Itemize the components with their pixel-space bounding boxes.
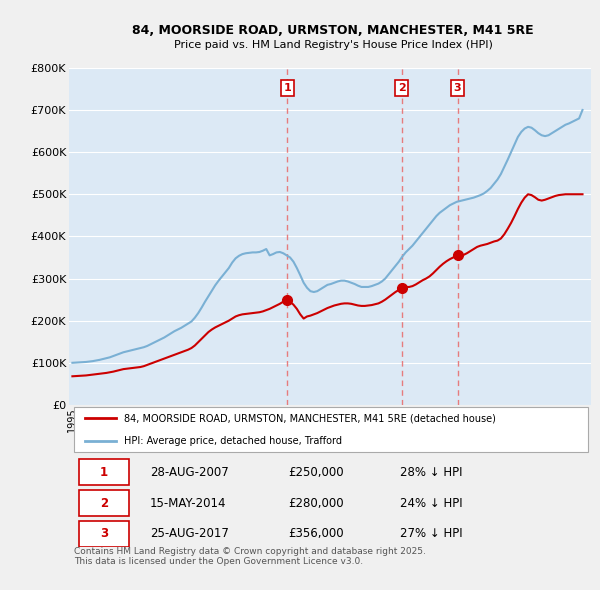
Text: Contains HM Land Registry data © Crown copyright and database right 2025.
This d: Contains HM Land Registry data © Crown c… (74, 547, 426, 566)
Text: 15-MAY-2014: 15-MAY-2014 (150, 497, 226, 510)
Text: 3: 3 (100, 527, 108, 540)
FancyBboxPatch shape (79, 490, 129, 516)
Text: 84, MOORSIDE ROAD, URMSTON, MANCHESTER, M41 5RE (detached house): 84, MOORSIDE ROAD, URMSTON, MANCHESTER, … (124, 413, 496, 423)
Text: 1: 1 (100, 466, 108, 479)
Text: £280,000: £280,000 (288, 497, 344, 510)
Text: 28% ↓ HPI: 28% ↓ HPI (400, 466, 463, 479)
Text: 1: 1 (284, 83, 292, 93)
Text: HPI: Average price, detached house, Trafford: HPI: Average price, detached house, Traf… (124, 435, 342, 445)
Text: 2: 2 (100, 497, 108, 510)
Text: 84, MOORSIDE ROAD, URMSTON, MANCHESTER, M41 5RE: 84, MOORSIDE ROAD, URMSTON, MANCHESTER, … (132, 24, 534, 37)
Text: £356,000: £356,000 (288, 527, 344, 540)
FancyBboxPatch shape (74, 407, 589, 452)
FancyBboxPatch shape (79, 521, 129, 547)
Text: 3: 3 (454, 83, 461, 93)
Text: 24% ↓ HPI: 24% ↓ HPI (400, 497, 463, 510)
Text: Price paid vs. HM Land Registry's House Price Index (HPI): Price paid vs. HM Land Registry's House … (173, 40, 493, 50)
Text: 28-AUG-2007: 28-AUG-2007 (150, 466, 229, 479)
Text: 25-AUG-2017: 25-AUG-2017 (150, 527, 229, 540)
FancyBboxPatch shape (79, 459, 129, 486)
Text: 2: 2 (398, 83, 406, 93)
Text: 27% ↓ HPI: 27% ↓ HPI (400, 527, 463, 540)
Text: £250,000: £250,000 (288, 466, 344, 479)
